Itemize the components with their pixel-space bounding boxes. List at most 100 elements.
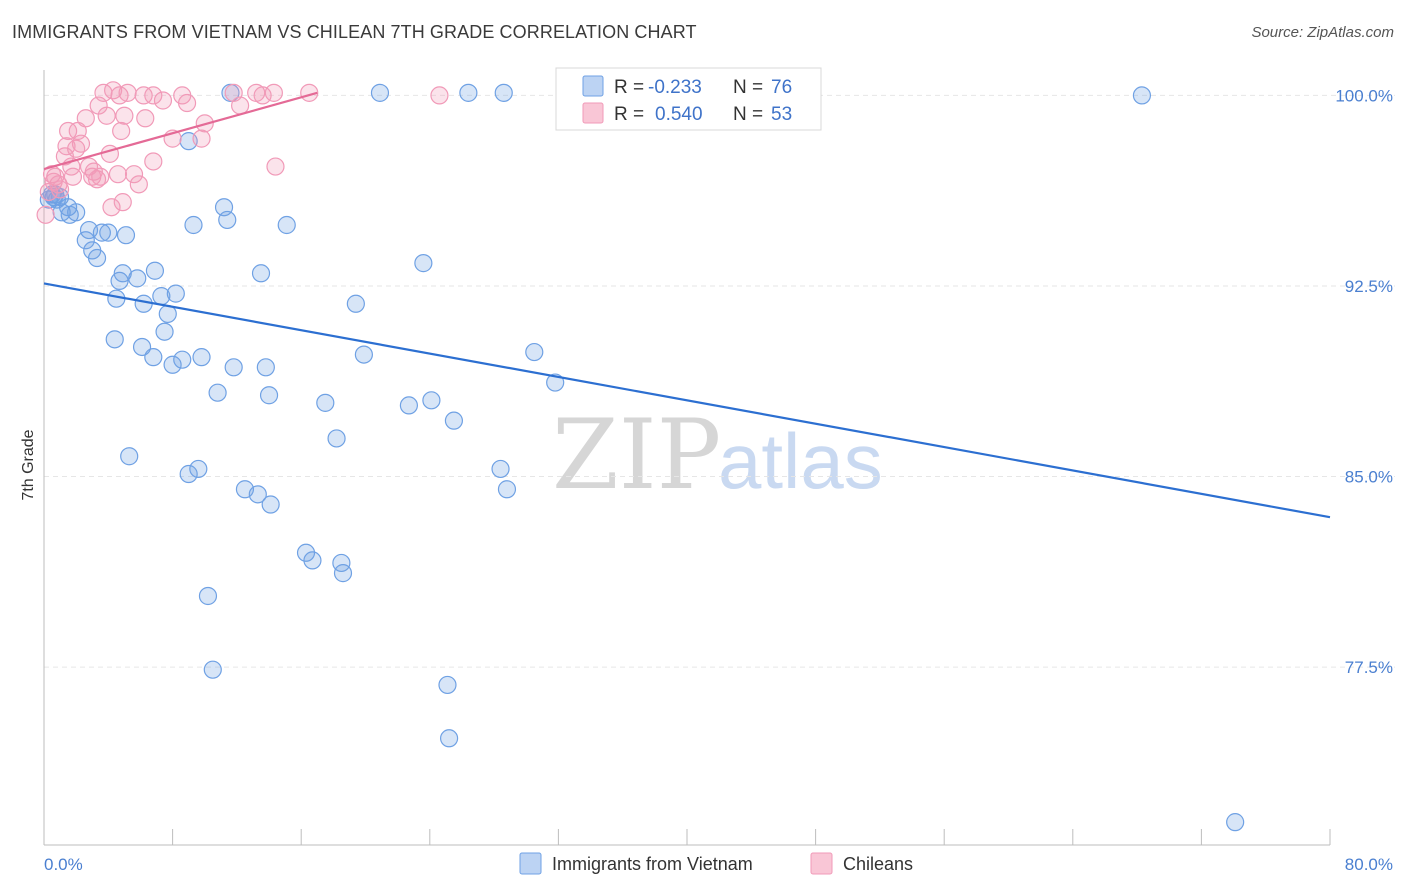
vietnam-point	[422, 391, 441, 410]
y-tick-label: 77.5%	[1345, 658, 1393, 677]
chileans-point	[115, 106, 134, 125]
vietnam-point	[1132, 86, 1152, 105]
vietnam-n-value: 76	[771, 77, 792, 98]
chileans-point	[153, 91, 173, 110]
vietnam-point	[163, 355, 182, 374]
chileans-point	[144, 152, 163, 171]
chart-title: IMMIGRANTS FROM VIETNAM VS CHILEAN 7TH G…	[12, 22, 697, 42]
vietnam-point	[439, 729, 459, 748]
vietnam-trend-line	[43, 282, 1331, 519]
chileans-point	[144, 86, 163, 105]
y-tick-label: 92.5%	[1345, 277, 1393, 296]
vietnam-point	[192, 348, 211, 367]
vietnam-point	[92, 223, 111, 242]
chileans-point	[253, 86, 272, 105]
vietnam-point	[459, 83, 478, 102]
vietnam-point	[261, 495, 280, 514]
chileans-point	[118, 83, 137, 102]
vietnam-point	[1226, 813, 1245, 832]
chileans-point	[87, 170, 107, 189]
vietnam-point	[203, 660, 222, 679]
chileans-point	[36, 205, 55, 224]
chileans-point	[192, 129, 211, 148]
x-tick-label-min: 0.0%	[44, 855, 83, 874]
vietnam-point	[316, 393, 335, 412]
chileans-point	[42, 165, 62, 184]
vietnam-point	[303, 551, 322, 570]
chileans-point	[63, 167, 83, 186]
chileans-point	[108, 165, 128, 184]
vietnam-point	[414, 254, 433, 273]
axes	[43, 70, 1331, 846]
vietnam-point	[99, 223, 118, 242]
vietnam-point	[113, 264, 132, 283]
vietnam-point	[399, 396, 419, 415]
vietnam-point	[128, 269, 147, 288]
vietnam-point	[179, 464, 198, 484]
vietnam-points	[39, 83, 1245, 832]
vietnam-point	[256, 358, 275, 377]
chileans-r-value: 0.540	[655, 104, 703, 125]
chileans-point	[91, 167, 110, 186]
vietnam-point	[120, 447, 139, 466]
vietnam-point	[333, 564, 353, 583]
vietnam-point	[491, 459, 510, 479]
chileans-n-label: N =	[733, 104, 763, 125]
chileans-point	[39, 182, 58, 202]
vietnam-point	[166, 284, 185, 303]
chileans-n-value: 53	[771, 104, 792, 125]
vietnam-point	[497, 480, 517, 499]
trend-lines	[43, 91, 1331, 519]
legend-vietnam-label: Immigrants from Vietnam	[552, 854, 753, 874]
vietnam-r-value: -0.233	[648, 77, 702, 98]
chileans-point	[231, 96, 250, 115]
vietnam-point	[76, 231, 95, 250]
gridlines	[44, 94, 1395, 668]
chileans-trend-line	[43, 91, 318, 171]
vietnam-point	[145, 261, 165, 280]
vietnam-point	[327, 429, 346, 448]
chileans-swatch	[582, 102, 604, 124]
watermark-zip: ZIP	[552, 399, 721, 511]
legend-chileans-label: Chileans	[843, 854, 913, 874]
y-axis-label: 7th Grade	[20, 429, 37, 500]
vietnam-point	[198, 586, 218, 606]
vietnam-point	[444, 411, 464, 430]
chileans-points	[36, 81, 449, 224]
vietnam-point	[296, 543, 316, 562]
chileans-point	[50, 180, 70, 199]
vietnam-point	[155, 322, 174, 341]
x-tick-label-max: 80.0%	[1345, 855, 1393, 874]
watermark-atlas: atlas	[718, 417, 883, 505]
vietnam-point	[438, 675, 457, 695]
vietnam-point	[525, 342, 544, 362]
chileans-r-label: R =	[614, 104, 644, 125]
vietnam-point	[87, 248, 107, 268]
vietnam-point	[224, 358, 243, 377]
vietnam-point	[354, 345, 373, 364]
chileans-point	[264, 83, 283, 102]
vietnam-point	[370, 83, 390, 102]
legend-chileans-swatch	[810, 852, 833, 875]
vietnam-point	[277, 215, 296, 235]
vietnam-point	[105, 330, 124, 349]
chileans-point	[97, 106, 116, 125]
chileans-point	[129, 175, 148, 194]
vietnam-point	[173, 350, 192, 369]
chileans-point	[134, 86, 153, 105]
chileans-point	[76, 109, 95, 128]
stats-legend: R = -0.233 N = 76 R = 0.540 N = 53	[555, 67, 822, 131]
y-tick-label: 100.0%	[1335, 86, 1393, 105]
y-tick-labels: 77.5% 85.0% 92.5% 100.0%	[1335, 86, 1393, 677]
vietnam-point	[546, 373, 565, 392]
vietnam-point	[208, 383, 227, 402]
chileans-point	[59, 121, 78, 141]
vietnam-point	[116, 226, 136, 245]
vietnam-point	[346, 294, 365, 313]
source-credit: Source: ZipAtlas.com	[1251, 24, 1394, 41]
vietnam-point	[132, 337, 152, 357]
chileans-point	[177, 93, 197, 113]
chileans-point	[102, 198, 121, 217]
vietnam-point	[189, 459, 208, 479]
